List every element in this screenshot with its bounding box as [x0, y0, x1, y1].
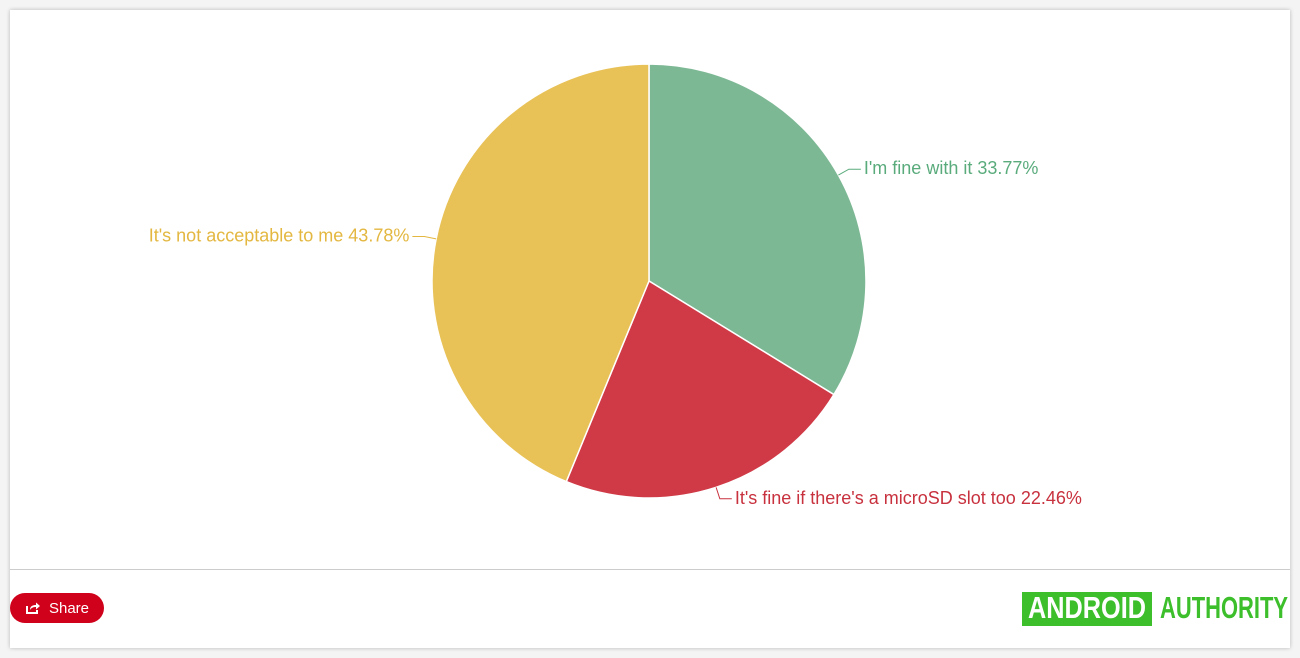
slice-label-value: 22.46% [1021, 488, 1082, 508]
slice-label-value: 33.77% [977, 158, 1038, 178]
leader-line [412, 236, 437, 240]
pie-slice [565, 279, 835, 499]
chart-card: I'm fine with it 33.77% It's fine if ther… [10, 10, 1290, 648]
slice-label-name: It's fine if there's a microSD slot too [735, 488, 1016, 508]
divider [10, 569, 1290, 570]
slice-label: It's not acceptable to me 43.78% [149, 225, 410, 245]
slice-label: It's fine if there's a microSD slot too … [735, 488, 1082, 508]
leader-line [715, 487, 732, 500]
share-label: Share [48, 599, 90, 617]
leader-line [838, 168, 861, 176]
slice-label-name: It's not acceptable to me [149, 225, 344, 245]
pie-slice [431, 63, 650, 483]
logo-right: AUTHORITY [1160, 592, 1288, 625]
slice-label: I'm fine with it 33.77% [864, 158, 1039, 178]
slice-label-name: I'm fine with it [864, 158, 972, 178]
slice-label-value: 43.78% [348, 225, 409, 245]
pie-slice [648, 63, 867, 396]
logo-box [1022, 592, 1152, 626]
chart: I'm fine with it 33.77% It's fine if ther… [149, 63, 1082, 508]
logo-left: ANDROID [1028, 592, 1146, 625]
share-icon [25, 602, 40, 614]
logo: ANDROID AUTHORITY [1022, 592, 1288, 626]
share-button[interactable]: Share [10, 593, 104, 623]
